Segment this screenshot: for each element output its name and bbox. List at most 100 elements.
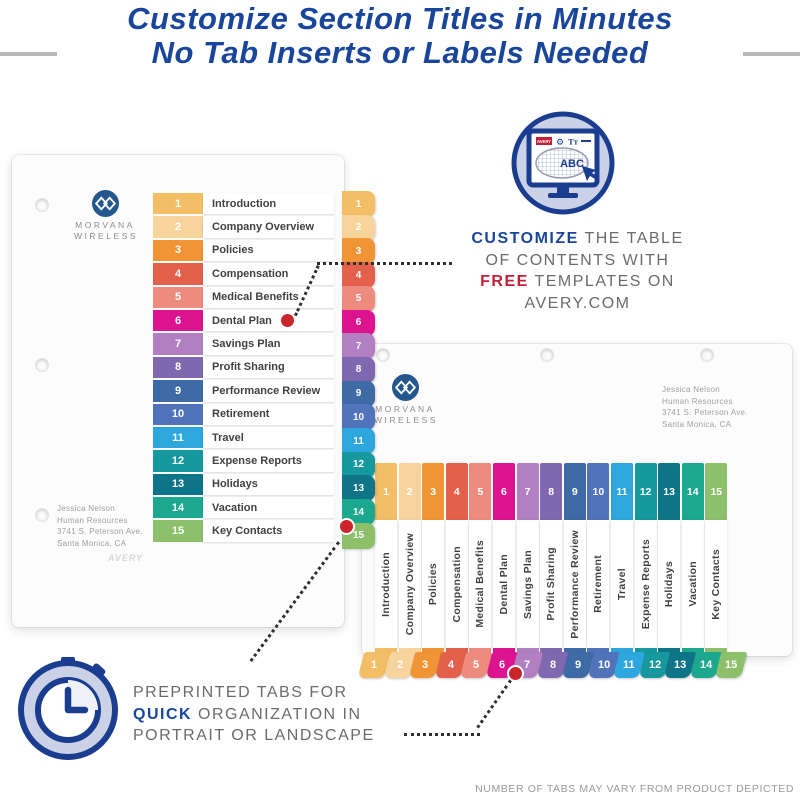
column-number: 11	[610, 463, 633, 520]
punch-hole	[540, 348, 554, 362]
customize-monitor-icon: AVERY ⚙ Tᴛ ABC	[510, 110, 616, 221]
toc-row: 10 Retirement	[153, 403, 334, 425]
contact-dept: Human Resources	[57, 515, 128, 525]
toc-row-label: Travel	[203, 426, 334, 449]
callout-dot-dental-plan	[281, 314, 294, 327]
toc-row-number: 1	[153, 193, 203, 215]
landscape-tab: 15	[714, 652, 748, 678]
divider-column: 13 Holidays	[658, 463, 681, 658]
landscape-tab-number: 3	[421, 659, 429, 671]
clock-hands	[64, 686, 89, 714]
portrait-tab: 7	[342, 333, 375, 360]
customize-line-4: AVERY.COM	[524, 294, 631, 312]
toc-row: 14 Vacation	[153, 497, 334, 519]
dotted-connector-dental-horizontal	[317, 262, 452, 265]
portrait-tab: 5	[342, 285, 375, 312]
column-title: Medical Benefits	[469, 520, 492, 648]
divider-column: 3 Policies	[422, 463, 445, 658]
divider-column: 14 Vacation	[681, 463, 704, 658]
column-title-text: Travel	[615, 567, 628, 601]
gear-icon: ⚙	[556, 138, 564, 148]
column-number: 2	[398, 463, 421, 520]
column-number: 9	[563, 463, 586, 520]
toc-row-label: Performance Review	[203, 380, 334, 402]
column-title-text: Savings Plan	[521, 549, 534, 619]
toc-row-number: 10	[153, 403, 203, 425]
column-number: 14	[681, 463, 704, 520]
dotted-connector-landscape-horizontal	[404, 733, 480, 736]
toc-row: 8 Profit Sharing	[153, 356, 334, 379]
toc-row-number: 15	[153, 520, 203, 542]
organization-rest: ORGANIZATION IN	[192, 705, 362, 723]
toc-row: 15 Key Contacts	[153, 520, 334, 542]
toc-row-label: Company Overview	[203, 216, 334, 238]
landscape-tab-number: 7	[523, 659, 531, 671]
punch-hole	[35, 358, 49, 372]
landscape-divider-sheet: MORVANA WIRELESS Jessica Nelson Human Re…	[357, 344, 792, 678]
landscape-tab-number: 10	[597, 659, 610, 671]
abc-text: ABC	[560, 158, 584, 170]
toc-row-label: Holidays	[203, 473, 334, 496]
toc-row-label: Policies	[203, 239, 334, 262]
brand-name: MORVANA	[375, 404, 435, 414]
customize-line-2: OF CONTENTS WITH	[485, 251, 670, 269]
title-dash-right	[743, 52, 800, 56]
punch-hole	[700, 348, 714, 362]
landscape-tab-number: 6	[498, 659, 505, 671]
portrait-tab: 2	[342, 214, 375, 241]
column-title-text: Profit Sharing	[545, 547, 558, 621]
column-number: 12	[634, 463, 657, 520]
toc-row: 1 Introduction	[153, 193, 334, 215]
portrait-tab: 8	[342, 356, 375, 383]
toc-row-number: 13	[153, 473, 203, 496]
monitor-base	[548, 193, 578, 198]
text-tool-icon: Tᴛ	[568, 137, 579, 147]
divider-column: 15 Key Contacts	[705, 463, 728, 658]
brand-logo-block: MORVANA WIRELESS	[74, 190, 136, 241]
toc-row-number: 9	[153, 380, 203, 402]
column-title-text: Vacation	[686, 561, 699, 607]
column-title-text: Performance Review	[568, 529, 581, 639]
quick-bold: QUICK	[133, 705, 193, 723]
portrait-tab: 11	[342, 428, 375, 455]
punch-hole	[35, 198, 49, 212]
punch-hole	[376, 348, 390, 362]
customize-line-1: CUSTOMIZE THE TABLE	[430, 228, 725, 250]
toc-row-number: 12	[153, 450, 203, 472]
column-number: 8	[540, 463, 563, 520]
column-title-text: Holidays	[663, 560, 676, 608]
divider-column: 6 Dental Plan	[492, 463, 515, 658]
column-title-text: Medical Benefits	[474, 540, 487, 628]
toc-list: 1 Introduction 2 Company Overview 3 Policie…	[153, 193, 334, 542]
column-number: 1	[375, 463, 397, 520]
toc-row: 13 Holidays	[153, 473, 334, 496]
toc-row: 3 Policies	[153, 239, 334, 262]
column-number: 15	[705, 463, 728, 520]
toc-row-number: 11	[153, 426, 203, 449]
divider-column: 10 Retirement	[587, 463, 610, 658]
title-line-2: No Tab Inserts or Labels Needed	[151, 35, 649, 70]
toc-row-label: Profit Sharing	[203, 356, 334, 379]
customize-callout: CUSTOMIZE THE TABLE OF CONTENTS WITH FRE…	[430, 228, 725, 314]
toc-row-number: 5	[153, 286, 203, 308]
title-dash-left	[0, 52, 57, 56]
portrait-tab: 10	[342, 404, 375, 431]
contact-city: Santa Monica, CA	[662, 419, 732, 429]
divider-column: 12 Expense Reports	[634, 463, 657, 658]
preprinted-line-3: PORTRAIT OR LANDSCAPE	[133, 727, 375, 744]
dotted-connector-landscape-diagonal	[476, 679, 512, 729]
toc-row: 7 Savings Plan	[153, 333, 334, 355]
column-title: Performance Review	[563, 520, 586, 648]
customize-line-3: FREE TEMPLATES ON	[430, 271, 725, 293]
portrait-tab: 6	[342, 309, 375, 336]
toc-row: 11 Travel	[153, 426, 334, 449]
column-number: 7	[516, 463, 539, 520]
portrait-tab: 12	[342, 451, 375, 478]
column-title-text: Policies	[427, 562, 440, 606]
portrait-tab: 1	[342, 191, 375, 217]
toc-row-label: Medical Benefits	[203, 286, 334, 308]
column-number: 4	[445, 463, 468, 520]
avery-tag-icon	[536, 137, 552, 145]
callout-dot-landscape-tab	[509, 667, 522, 680]
column-title-text: Retirement	[592, 555, 605, 613]
